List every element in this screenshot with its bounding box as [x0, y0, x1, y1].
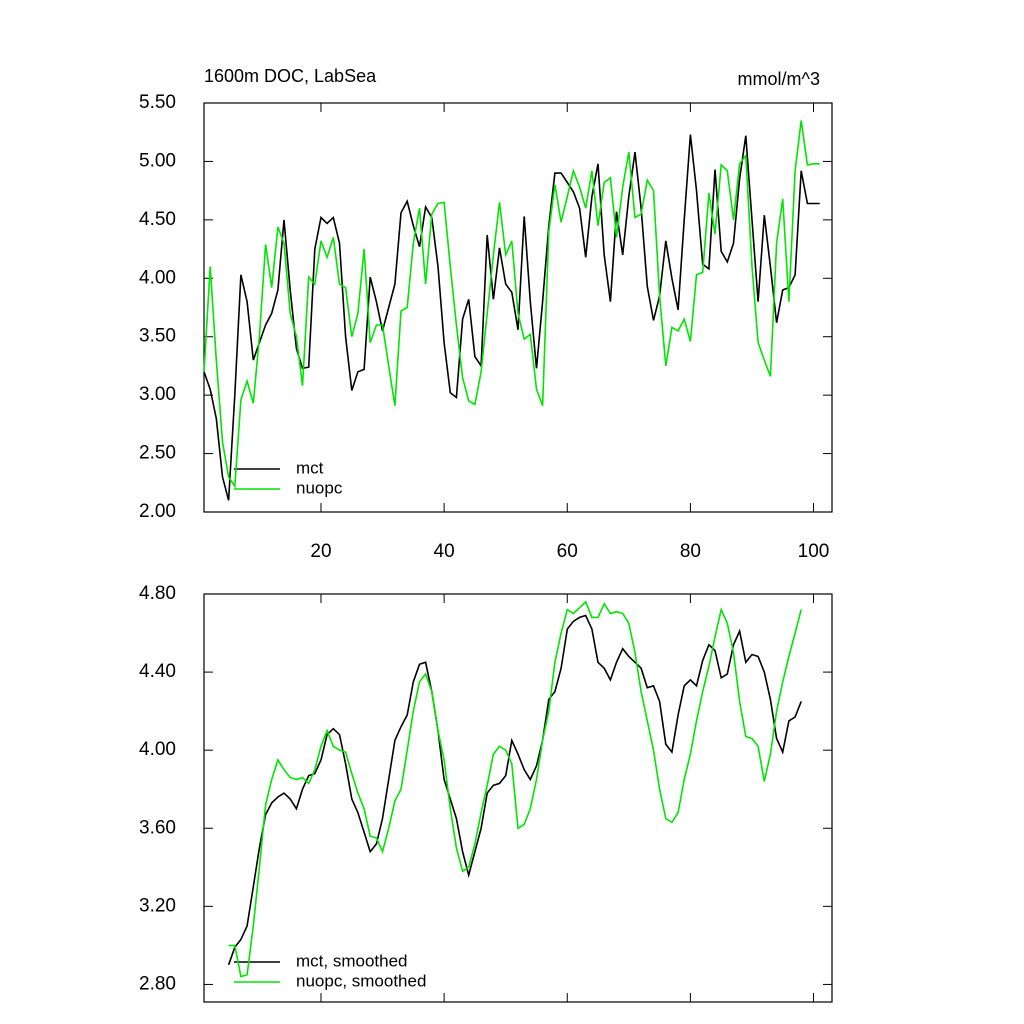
- y-tick-label: 3.60: [139, 817, 176, 838]
- y-tick-label: 3.20: [139, 895, 176, 916]
- y-tick-label: 2.50: [139, 443, 176, 464]
- chart-title: 1600m DOC, LabSea: [204, 66, 377, 86]
- y-tick-label: 3.50: [139, 326, 176, 347]
- plot-frame: [203, 593, 833, 1003]
- y-tick-label: 4.00: [139, 267, 176, 288]
- y-tick-label: 3.00: [139, 384, 176, 405]
- y-tick-label: 2.80: [139, 973, 176, 994]
- x-tick-label: 20: [310, 541, 331, 562]
- x-tick-label: 60: [557, 541, 578, 562]
- series-line: [227, 614, 802, 966]
- y-tick-label: 4.80: [139, 583, 176, 604]
- legend-label: nuopc: [296, 478, 343, 497]
- y-tick-label: 4.50: [139, 209, 176, 230]
- series-line: [203, 134, 820, 501]
- legend-label: mct: [296, 458, 324, 477]
- plot-frame: [203, 102, 833, 513]
- series-line: [228, 600, 802, 978]
- y-tick-label: 5.50: [139, 92, 176, 113]
- series-line: [203, 120, 820, 489]
- x-tick-label: 40: [434, 541, 455, 562]
- x-tick-label: 100: [798, 541, 830, 562]
- y-tick-label: 2.00: [139, 501, 176, 522]
- y-tick-label: 4.00: [139, 739, 176, 760]
- y-tick-label: 5.00: [139, 150, 176, 171]
- y-tick-label: 4.40: [139, 661, 176, 682]
- x-tick-label: 80: [680, 541, 701, 562]
- legend-label: nuopc, smoothed: [296, 971, 426, 990]
- legend-label: mct, smoothed: [296, 951, 408, 970]
- units-label: mmol/m^3: [738, 69, 820, 89]
